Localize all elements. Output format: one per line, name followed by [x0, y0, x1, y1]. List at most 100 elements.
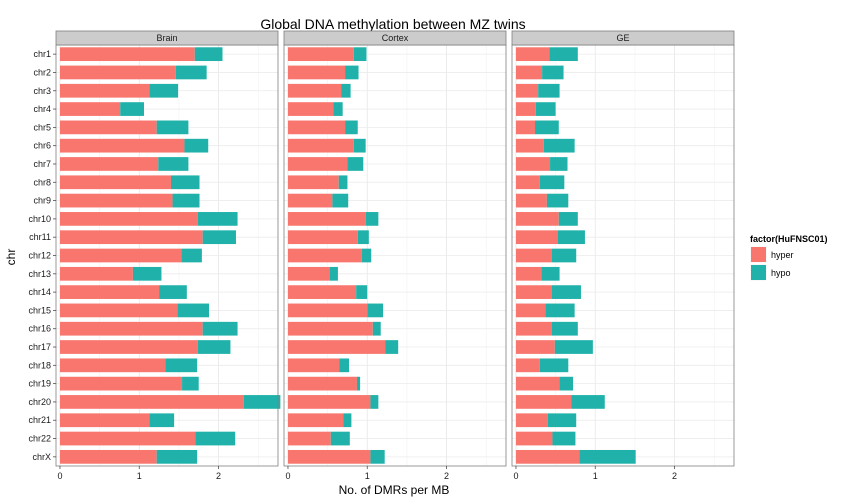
- bar-hypo-chr17: [385, 340, 399, 354]
- x-tick-label: 0: [513, 471, 518, 481]
- bar-hypo-chr2: [345, 65, 359, 80]
- bar-hyper-chr3: [287, 83, 342, 98]
- bar-hyper-chr16: [515, 321, 552, 336]
- y-tick-label: chr8: [33, 177, 51, 187]
- x-axis-title: No. of DMRs per MB: [339, 483, 450, 497]
- chart-title: Global DNA methylation between MZ twins: [260, 16, 525, 32]
- bar-hypo-chr12: [361, 248, 372, 263]
- y-tick-label: chr19: [28, 379, 51, 389]
- bar-hypo-chr6: [543, 138, 575, 153]
- strip-label-brain: Brain: [156, 33, 177, 43]
- bar-hyper-chr1: [59, 47, 195, 62]
- x-tick-label: 2: [216, 471, 221, 481]
- y-tick-label: chr21: [28, 415, 51, 425]
- bar-hyper-chr2: [287, 65, 346, 80]
- legend-label-hyper: hyper: [771, 250, 794, 260]
- bar-hyper-chr12: [515, 248, 552, 263]
- bar-hypo-chr20: [243, 395, 281, 409]
- bar-hyper-chr8: [515, 175, 540, 190]
- y-axis-ticks: chr1 chr2 chr3 chr4 chr5 chr6 chr7 chr8 chr9 chr1…: [28, 49, 56, 462]
- bar-hypo-chr13: [329, 266, 338, 281]
- strip-background: [283, 30, 507, 46]
- bar-hyper-chr8: [287, 175, 339, 190]
- bar-hypo-chr14: [356, 285, 368, 299]
- bar-hypo-chr10: [197, 212, 238, 226]
- bar-hyper-chrX: [515, 449, 580, 464]
- y-tick-label: chr17: [28, 342, 51, 352]
- bar-hypo-chr2: [175, 65, 207, 80]
- bar-hyper-chr18: [287, 358, 340, 373]
- y-tick-label: chr10: [28, 214, 51, 224]
- y-axis-title: chr: [4, 249, 18, 266]
- bar-hyper-chr5: [59, 120, 157, 135]
- facet-panels: Brain 0 1 2 Cortex 0 1 2 GE 0 1 2: [55, 30, 735, 481]
- bar-hypo-chr1: [353, 47, 367, 62]
- bar-hypo-chr8: [539, 175, 565, 190]
- x-tick-label: 0: [285, 471, 290, 481]
- bar-hypo-chr6: [184, 138, 209, 153]
- bar-hypo-chr21: [149, 413, 175, 428]
- x-tick-label: 2: [444, 471, 449, 481]
- bar-hypo-chr9: [172, 193, 200, 208]
- bar-hyper-chr13: [59, 266, 133, 281]
- bar-hypo-chr4: [333, 102, 343, 116]
- bar-hyper-chr15: [59, 303, 178, 318]
- bar-hypo-chr6: [353, 138, 366, 153]
- y-tick-label: chr15: [28, 305, 51, 315]
- bar-hyper-chr20: [515, 395, 572, 409]
- bar-hypo-chr15: [545, 303, 575, 318]
- bar-hyper-chr6: [59, 138, 185, 153]
- bar-hyper-chr14: [515, 285, 552, 299]
- bar-hypo-chr8: [170, 175, 200, 190]
- bar-hypo-chr11: [557, 230, 585, 245]
- bar-hyper-chr14: [59, 285, 160, 299]
- bar-hypo-chr7: [347, 157, 364, 171]
- bar-hyper-chr6: [287, 138, 354, 153]
- bar-hypo-chr22: [330, 431, 350, 446]
- legend-label-hypo: hypo: [771, 268, 791, 278]
- bar-hypo-chr8: [338, 175, 348, 190]
- x-tick-label: 1: [137, 471, 142, 481]
- bar-hyper-chr13: [515, 266, 542, 281]
- bar-hyper-chr10: [59, 212, 198, 226]
- bar-hyper-chr14: [287, 285, 357, 299]
- y-tick-label: chr12: [28, 251, 51, 261]
- y-tick-label: chr7: [33, 159, 51, 169]
- bar-hyper-chr10: [287, 212, 366, 226]
- bar-hypo-chr16: [372, 321, 381, 336]
- bar-hyper-chr16: [59, 321, 203, 336]
- bar-hyper-chrX: [59, 449, 157, 464]
- bar-hyper-chr2: [515, 65, 543, 80]
- bar-hyper-chr13: [287, 266, 330, 281]
- bar-hyper-chr15: [515, 303, 546, 318]
- y-tick-label: chr20: [28, 397, 51, 407]
- y-tick-label: chrX: [32, 452, 51, 462]
- bar-hypo-chr22: [552, 431, 576, 446]
- bar-hyper-chr11: [287, 230, 358, 245]
- bar-hyper-chr7: [515, 157, 551, 171]
- bar-hypo-chr3: [341, 83, 351, 98]
- facet-brain: Brain 0 1 2: [55, 30, 281, 481]
- y-tick-label: chr2: [33, 67, 51, 77]
- bar-hyper-chr1: [515, 47, 550, 62]
- bar-hyper-chr21: [59, 413, 150, 428]
- bar-hyper-chr20: [59, 395, 244, 409]
- bar-hypo-chr18: [165, 358, 198, 373]
- bar-hypo-chr16: [551, 321, 578, 336]
- bar-hyper-chr3: [59, 83, 150, 98]
- y-tick-label: chr3: [33, 86, 51, 96]
- bar-hypo-chr19: [356, 376, 361, 391]
- x-tick-label: 2: [672, 471, 677, 481]
- bar-hypo-chr18: [539, 358, 569, 373]
- bar-hyper-chr20: [287, 395, 371, 409]
- y-tick-label: chr11: [29, 232, 51, 242]
- strip-background: [55, 30, 279, 46]
- bar-hyper-chr12: [287, 248, 362, 263]
- bar-hypo-chr22: [195, 431, 236, 446]
- bar-hyper-chr22: [515, 431, 553, 446]
- bar-hyper-chr1: [287, 47, 354, 62]
- bar-hyper-chrX: [287, 449, 371, 464]
- bar-hyper-chr8: [59, 175, 171, 190]
- bar-hypo-chr3: [538, 83, 560, 98]
